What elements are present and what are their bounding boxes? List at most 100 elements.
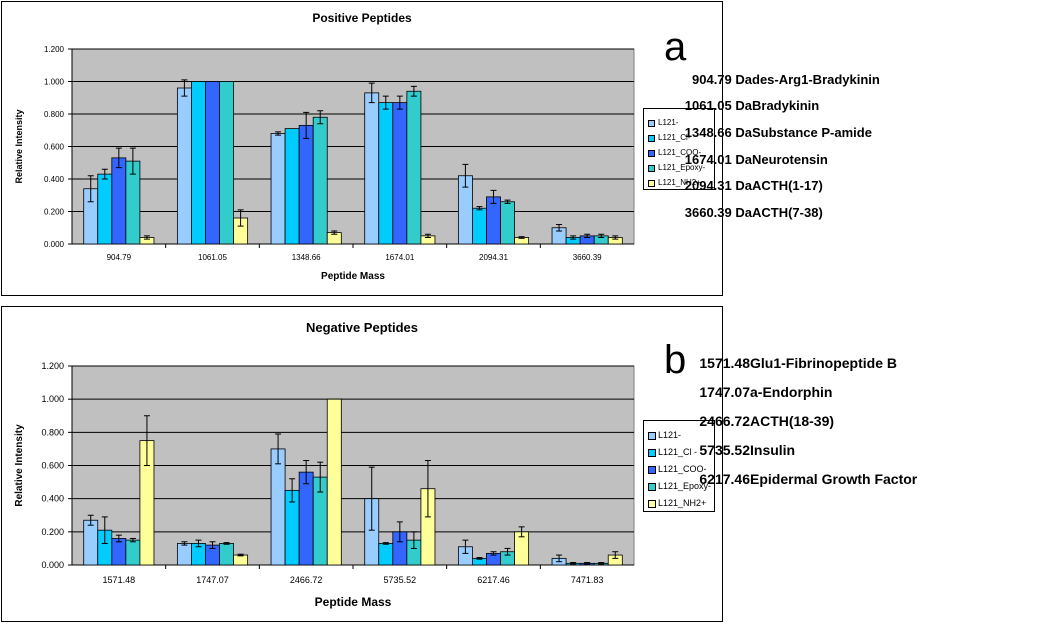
bar xyxy=(176,87,192,245)
bar xyxy=(111,538,127,566)
legend-swatch xyxy=(648,500,656,508)
bar xyxy=(219,81,234,245)
peptide-mass: 3660.39 Da xyxy=(684,205,752,220)
x-tick-label: 6217.46 xyxy=(477,575,510,585)
legend-swatch xyxy=(648,483,656,491)
bar xyxy=(125,539,141,566)
x-axis-label: Peptide Mass xyxy=(315,595,392,609)
peptide-name: Glu1-Fibrinopeptide B xyxy=(750,355,897,371)
bar xyxy=(406,90,422,245)
peptide-mass: 6217.46 xyxy=(699,471,750,487)
legend-label: L121- xyxy=(658,118,679,127)
legend-swatch xyxy=(648,449,656,457)
peptide-mass: 1674.01 Da xyxy=(684,152,752,167)
y-tick-label: 0.600 xyxy=(41,461,64,471)
peptide-mass: 1571.48 xyxy=(699,355,750,371)
y-tick-label: 0.000 xyxy=(44,240,65,249)
panel-letter-b: b xyxy=(664,338,687,382)
legend-swatch xyxy=(648,150,655,157)
legend-swatch xyxy=(648,432,656,440)
bar xyxy=(270,133,286,245)
peptide-name: a-Endorphin xyxy=(750,384,833,400)
legend-swatch xyxy=(648,180,655,187)
x-tick-label: 2094.31 xyxy=(479,253,508,262)
y-tick-label: 0.000 xyxy=(41,560,64,570)
chart-title: Negative Peptides xyxy=(306,320,418,335)
x-tick-label: 2466.72 xyxy=(290,575,323,585)
chart-title: Positive Peptides xyxy=(312,11,412,25)
y-tick-label: 0.800 xyxy=(44,110,65,119)
bar xyxy=(326,398,342,566)
x-tick-label: 3660.39 xyxy=(573,253,602,262)
y-axis-label: Relative Intensity xyxy=(14,109,24,183)
bar xyxy=(472,207,487,245)
y-axis-label: Relative Intensity xyxy=(14,424,25,507)
x-tick-label: 7471.83 xyxy=(571,575,604,585)
x-tick-label: 1061.05 xyxy=(198,253,227,262)
legend-label: L121_COO- xyxy=(658,148,702,157)
peptide-mass: 1061.05 Da xyxy=(684,98,752,113)
peptide-mass: 2094.31 Da xyxy=(684,178,752,193)
y-tick-label: 0.800 xyxy=(41,427,64,437)
legend-swatch xyxy=(648,165,655,172)
y-tick-label: 0.600 xyxy=(44,143,65,152)
x-tick-label: 1348.66 xyxy=(292,253,321,262)
bar xyxy=(284,128,300,245)
peptide-mass: 5735.52 xyxy=(699,442,750,458)
bar xyxy=(270,448,286,566)
peptide-name: ACTH(1-17) xyxy=(752,178,823,193)
peptide-mass: 1348.66 Da xyxy=(684,125,752,140)
panel-letter-a: a xyxy=(664,25,687,69)
legend-swatch xyxy=(648,120,655,127)
y-tick-label: 1.000 xyxy=(44,78,65,87)
y-tick-label: 0.200 xyxy=(41,527,64,537)
positive-chart-legend: L121- L121_Cl- L121_COO- L121_Epoxy- L121_NH… xyxy=(643,108,715,190)
y-tick-label: 0.400 xyxy=(44,175,65,184)
legend-swatch xyxy=(648,466,656,474)
peptide-mass: 2466.72 xyxy=(699,413,750,429)
legend-label: L121_Cl - xyxy=(658,447,698,457)
bar xyxy=(500,201,515,245)
bar xyxy=(486,196,501,245)
legend-label: L121_Cl- xyxy=(658,133,691,142)
legend-label: L121- xyxy=(658,430,682,440)
negative-chart-legend: L121- L121_Cl - L121_COO- L121_Epoxy- L121_N… xyxy=(643,420,715,512)
bar xyxy=(205,81,220,245)
bar xyxy=(191,81,206,245)
y-tick-label: 0.200 xyxy=(44,208,65,217)
legend-label: L121_NH2+ xyxy=(658,178,701,187)
bar xyxy=(298,471,314,566)
bar xyxy=(378,102,394,245)
x-tick-label: 5735.52 xyxy=(384,575,417,585)
peptide-mass: 1747.07 xyxy=(699,384,750,400)
legend-label: L121_NH2+ xyxy=(658,498,707,508)
peptide-name: ACTH(18-39) xyxy=(750,413,835,429)
y-tick-label: 1.200 xyxy=(41,361,64,371)
peptide-name: des-Arg1-Bradykinin xyxy=(752,72,880,87)
peptide-mass: 904.79 Da xyxy=(692,72,752,87)
bar xyxy=(97,173,113,245)
legend-swatch xyxy=(648,135,655,142)
bar xyxy=(392,102,408,245)
bar xyxy=(364,92,380,245)
legend-label: L121_COO- xyxy=(658,464,707,474)
bar xyxy=(298,124,314,245)
bar xyxy=(378,543,394,566)
peptide-name: Epidermal Growth Factor xyxy=(750,471,918,487)
negative-peptides-chart-panel: 0.000 0.200 0.400 0.600 0.800 1.000 1.200 1571.… xyxy=(1,306,723,622)
bar xyxy=(83,519,99,566)
peptide-name: ACTH(7-38) xyxy=(752,205,823,220)
bar xyxy=(312,116,328,245)
positive-peptides-chart: 0.000 0.200 0.400 0.600 0.800 1.000 1.200 904.7… xyxy=(14,11,635,282)
y-tick-label: 0.400 xyxy=(41,494,64,504)
bar xyxy=(176,543,192,566)
y-tick-label: 1.200 xyxy=(44,45,65,54)
y-tick-label: 1.000 xyxy=(41,394,64,404)
peptide-name: Substance P-amide xyxy=(752,125,872,140)
x-tick-label: 904.79 xyxy=(107,253,132,262)
peptide-name: Neurotensin xyxy=(752,152,828,167)
x-axis-label: Peptide Mass xyxy=(321,271,385,282)
bar xyxy=(219,543,234,566)
legend-label: L121_Epoxy- xyxy=(658,163,706,172)
peptide-name: Insulin xyxy=(750,442,796,458)
